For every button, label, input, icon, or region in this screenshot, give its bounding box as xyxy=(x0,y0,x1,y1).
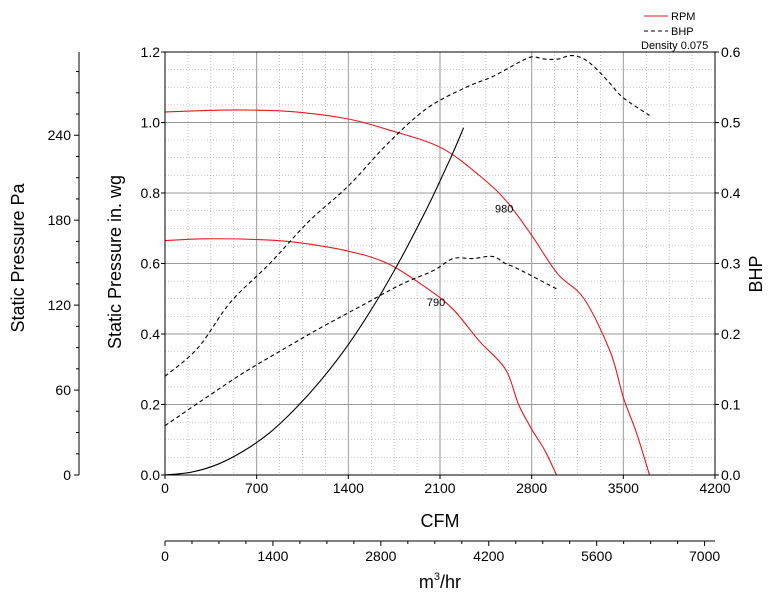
x2-tick-label: 7000 xyxy=(689,548,720,564)
curve-labels: 980 790 xyxy=(427,203,513,308)
x2-axis-title-rest: /hr xyxy=(440,572,461,592)
curves xyxy=(165,54,651,475)
x2-axis-title-base: m xyxy=(419,572,434,592)
y-tick-label: 0.2 xyxy=(141,397,161,413)
x-tick-label: 700 xyxy=(245,480,269,496)
curve-label-790: 790 xyxy=(427,297,445,309)
x-tick-label: 2100 xyxy=(424,480,455,496)
y-tick-label: 0.8 xyxy=(141,185,161,201)
y-tick-label: 0.0 xyxy=(141,467,161,483)
y2-tick-label: 0.0 xyxy=(721,467,741,483)
legend-bhp-label: BHP xyxy=(671,26,694,38)
grid-lines xyxy=(165,52,715,475)
x-tick-label: 0 xyxy=(161,480,169,496)
system-curve xyxy=(165,127,465,475)
y2-axis-title: BHP xyxy=(746,255,766,292)
bhp-curve-790 xyxy=(165,255,559,427)
y-pa-tick-label: 0 xyxy=(63,467,71,483)
legend: RPM BHP Density 0.075 xyxy=(641,11,708,52)
y-tick-label: 1.0 xyxy=(141,115,161,131)
axes: 0 700 1400 2100 2800 3500 42000.00.20.40.60.81… xyxy=(48,44,741,564)
y-pa-tick-label: 240 xyxy=(48,127,72,143)
y2-tick-label: 0.2 xyxy=(721,326,741,342)
x-tick-label: 3500 xyxy=(608,480,639,496)
y-tick-label: 0.6 xyxy=(141,256,161,272)
y2-tick-label: 0.4 xyxy=(721,185,741,201)
y-axis-title: Static Pressure in. wg xyxy=(105,175,125,349)
y-tick-label: 0.4 xyxy=(141,326,161,342)
y-pa-tick-label: 180 xyxy=(48,212,72,228)
x2-tick-label: 5600 xyxy=(581,548,612,564)
x-tick-label: 1400 xyxy=(333,480,364,496)
rpm-curve-790 xyxy=(165,238,558,475)
x2-axis-title-sup: 3 xyxy=(434,571,440,583)
bhp-curve-980 xyxy=(165,54,650,377)
y-pa-tick-label: 120 xyxy=(48,297,72,313)
x2-tick-label: 2800 xyxy=(365,548,396,564)
x2-axis-title: m3/hr xyxy=(419,571,461,592)
y2-tick-label: 0.6 xyxy=(721,44,741,60)
y-tick-label: 1.2 xyxy=(141,44,161,60)
x2-tick-label: 0 xyxy=(161,548,169,564)
y2-tick-label: 0.5 xyxy=(721,115,741,131)
x-tick-label: 4200 xyxy=(699,480,730,496)
x-tick-label: 2800 xyxy=(516,480,547,496)
y-pa-axis-title: Static Pressure Pa xyxy=(8,182,28,332)
y2-tick-label: 0.3 xyxy=(721,256,741,272)
legend-rpm-label: RPM xyxy=(671,11,695,23)
curve-label-980: 980 xyxy=(495,203,513,215)
x2-tick-label: 4200 xyxy=(473,548,504,564)
x-axis-title: CFM xyxy=(421,511,460,531)
y-pa-tick-label: 60 xyxy=(55,382,71,398)
y2-tick-label: 0.1 xyxy=(721,397,741,413)
rpm-curve-980 xyxy=(165,109,651,475)
x2-tick-label: 1400 xyxy=(257,548,288,564)
legend-density-note: Density 0.075 xyxy=(641,40,708,52)
